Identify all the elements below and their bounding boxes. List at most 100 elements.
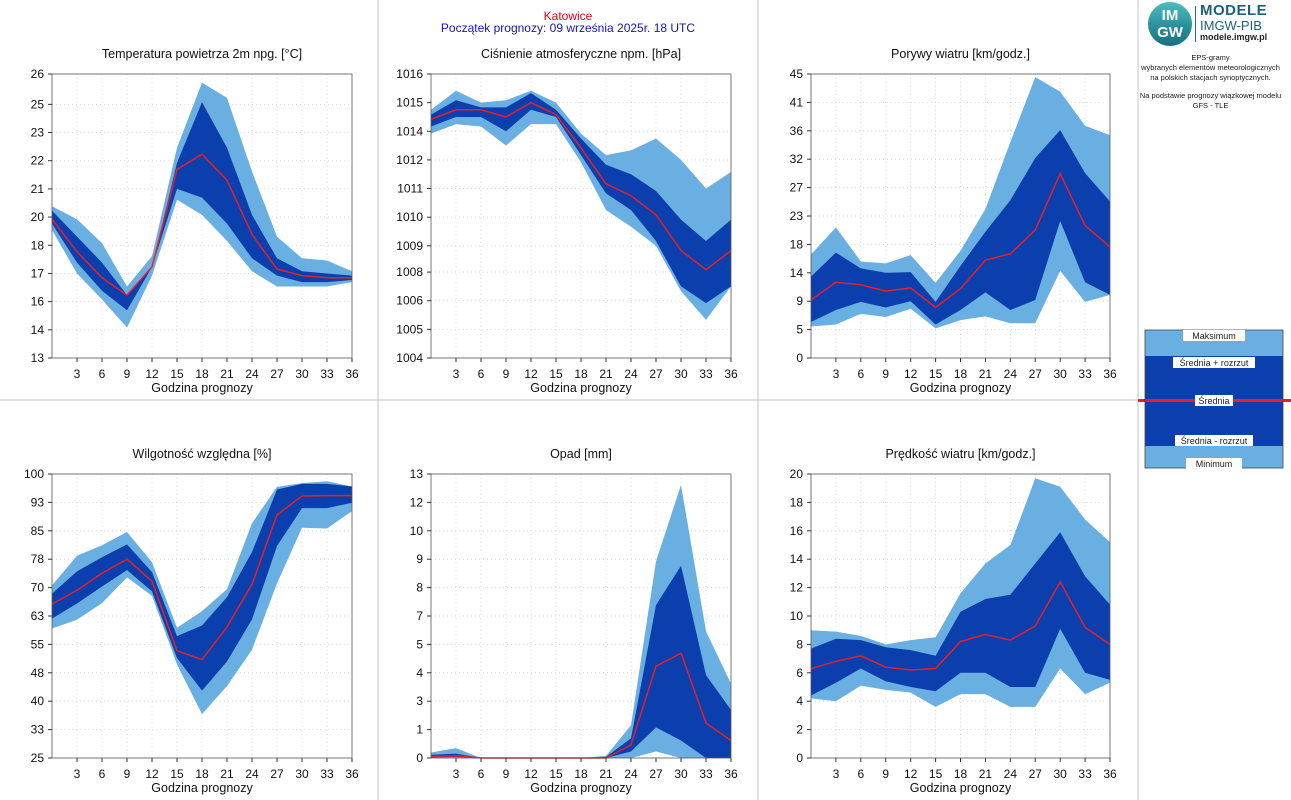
brand-title: MODELE — [1200, 2, 1268, 19]
chart-title: Opad [mm] — [550, 447, 612, 461]
y-tick-label: 1012 — [396, 153, 423, 167]
chart-title: Porywy wiatru [km/godz.] — [891, 47, 1030, 61]
x-tick-label: 9 — [124, 767, 131, 781]
x-tick-label: 27 — [1029, 367, 1043, 381]
x-tick-label: 15 — [549, 767, 563, 781]
x-tick-label: 18 — [954, 367, 968, 381]
y-tick-label: 0 — [796, 351, 803, 365]
legend-label-bg — [1175, 435, 1253, 446]
x-tick-label: 3 — [833, 367, 840, 381]
mean-line — [51, 153, 352, 297]
x-tick-label: 6 — [478, 367, 485, 381]
x-tick-label: 9 — [503, 767, 510, 781]
logo-text-bottom: GW — [1157, 24, 1183, 41]
y-tick-label: 1016 — [396, 67, 423, 81]
x-tick-label: 30 — [295, 767, 309, 781]
x-tick-label: 18 — [574, 367, 588, 381]
band-spread — [431, 93, 731, 304]
y-tick-label: 12 — [790, 581, 804, 595]
x-tick-label: 12 — [524, 767, 538, 781]
desc-line-4: Na podstawie prognozy wiązkowej modelu — [1139, 91, 1282, 100]
x-tick-label: 6 — [857, 367, 864, 381]
legend-label: Średnia — [1198, 395, 1229, 406]
y-tick-label: 10 — [790, 609, 804, 623]
y-tick-label: 3 — [416, 694, 423, 708]
chart-title: Wilgotność względna [%] — [133, 447, 272, 461]
x-tick-label: 9 — [882, 767, 889, 781]
x-tick-label: 12 — [524, 367, 538, 381]
legend-label: Minimum — [1196, 459, 1233, 469]
y-tick-label: 5 — [796, 323, 803, 337]
x-tick-label: 30 — [1053, 767, 1067, 781]
x-tick-label: 33 — [320, 767, 334, 781]
x-tick-label: 27 — [270, 367, 284, 381]
y-tick-label: 21 — [31, 182, 45, 196]
y-tick-label: 18 — [31, 238, 45, 252]
y-tick-label: 13 — [31, 351, 45, 365]
y-tick-label: 16 — [790, 524, 804, 538]
x-tick-label: 15 — [170, 367, 184, 381]
x-tick-label: 27 — [1029, 767, 1043, 781]
x-tick-label: 12 — [904, 367, 918, 381]
y-tick-label: 48 — [31, 666, 45, 680]
chart-panel-2: Ciśnienie atmosferyczne npm. [hPa] 1004 10… — [396, 47, 738, 395]
y-tick-label: 2 — [796, 723, 803, 737]
x-tick-label: 33 — [1078, 767, 1092, 781]
x-tick-label: 21 — [220, 767, 234, 781]
x-tick-label: 24 — [1004, 767, 1018, 781]
y-tick-label: 1010 — [396, 210, 423, 224]
x-tick-label: 18 — [195, 367, 209, 381]
y-tick-label: 1005 — [396, 322, 423, 336]
x-tick-label: 3 — [453, 367, 460, 381]
y-tick-label: 16 — [31, 295, 45, 309]
legend-label-bg — [1195, 395, 1233, 406]
legend-label: Maksimum — [1192, 331, 1236, 341]
band-spread — [811, 532, 1110, 696]
chart-panel-6: Prędkość wiatru [km/godz.]02468101214161… — [790, 447, 1117, 795]
y-tick-label: 93 — [31, 495, 45, 509]
x-tick-label: 12 — [145, 767, 159, 781]
x-tick-label: 33 — [320, 367, 334, 381]
x-tick-label: 36 — [724, 367, 738, 381]
y-tick-label: 13 — [410, 467, 424, 481]
x-tick-label: 3 — [74, 367, 81, 381]
mean-line — [810, 580, 1111, 671]
x-tick-label: 12 — [904, 767, 918, 781]
x-tick-label: 21 — [599, 367, 613, 381]
y-tick-label: 25 — [31, 751, 45, 765]
x-tick-label: 24 — [624, 367, 638, 381]
x-axis-label: Godzina prognozy — [530, 381, 632, 395]
x-tick-label: 36 — [1103, 367, 1117, 381]
y-tick-label: 20 — [31, 210, 45, 224]
y-tick-label: 17 — [31, 266, 45, 280]
band-spread — [811, 130, 1110, 325]
x-axis-label: Godzina prognozy — [151, 781, 253, 795]
y-tick-label: 5 — [416, 637, 423, 651]
y-tick-label: 1 — [416, 723, 423, 737]
y-tick-label: 1015 — [396, 96, 423, 110]
y-tick-label: 40 — [31, 694, 45, 708]
x-tick-label: 36 — [724, 767, 738, 781]
chart-panel-4: Wilgotność względna [%]25334048556370788… — [24, 447, 359, 795]
description: EPS-gramy wybranych elementów meteorolog… — [1130, 53, 1291, 111]
brand-subtitle: IMGW-PIB — [1200, 18, 1262, 33]
logo-separator — [1195, 6, 1196, 42]
x-tick-label: 18 — [574, 767, 588, 781]
y-tick-label: 12 — [410, 495, 424, 509]
x-tick-label: 27 — [649, 767, 663, 781]
y-tick-label: 1014 — [396, 124, 423, 138]
x-tick-label: 9 — [503, 367, 510, 381]
mean-line — [430, 101, 732, 271]
grid — [811, 473, 1110, 759]
y-tick-label: 20 — [790, 467, 804, 481]
y-tick-label: 8 — [796, 637, 803, 651]
y-tick-label: 14 — [790, 552, 804, 566]
x-tick-label: 36 — [1103, 767, 1117, 781]
x-tick-label: 15 — [929, 767, 943, 781]
band-spread — [52, 102, 352, 311]
y-tick-label: 6 — [796, 666, 803, 680]
legend-label: Średnia - rozrzut — [1181, 435, 1248, 446]
x-tick-label: 30 — [674, 767, 688, 781]
